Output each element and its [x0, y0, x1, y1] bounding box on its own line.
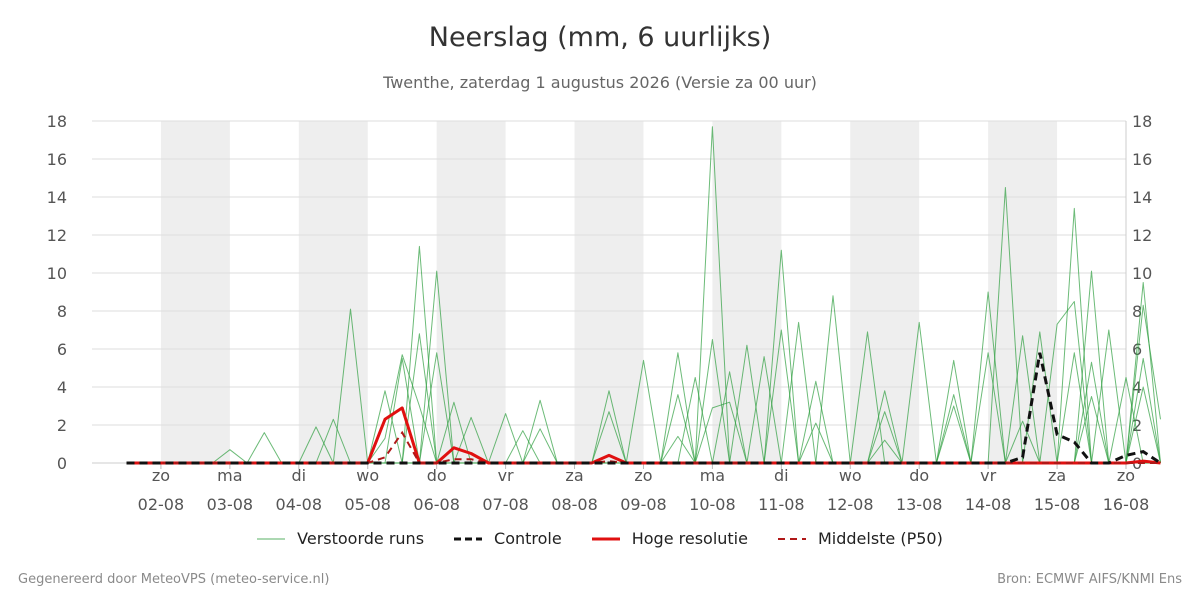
x-tick-weekday: di	[291, 466, 306, 485]
x-tick-date: 02-08	[138, 495, 185, 514]
x-tick-date: 16-08	[1103, 495, 1150, 514]
legend-swatch-high-res	[591, 537, 620, 540]
x-tick-date: 05-08	[344, 495, 391, 514]
x-tick-date: 12-08	[827, 495, 874, 514]
shaded-band	[298, 121, 368, 463]
legend-label-high-res: Hoge resolutie	[631, 529, 748, 548]
shaded-band	[712, 121, 782, 463]
y-tick-label-left: 6	[57, 340, 67, 359]
y-tick-label-right: 16	[1132, 150, 1152, 169]
legend: Verstoorde runs Controle Hoge resolutie …	[0, 529, 1200, 548]
x-tick-date: 10-08	[689, 495, 736, 514]
legend-item-ensemble[interactable]: Verstoorde runs	[257, 529, 424, 548]
legend-item-control[interactable]: Controle	[454, 529, 562, 548]
y-tick-label-right: 8	[1132, 302, 1142, 321]
footer-generator: Gegenereerd door MeteoVPS (meteo-service…	[18, 572, 330, 587]
shaded-band	[850, 121, 920, 463]
x-tick-weekday: zo	[1117, 466, 1135, 485]
shaded-band	[160, 121, 230, 463]
footer-source[interactable]: Bron: ECMWF AIFS/KNMI Ens	[997, 572, 1182, 587]
x-axis: zo 02-08 ma 03-08 di 04-08 wo 05-08 do 06-08 vr 07-…	[138, 463, 1150, 514]
x-tick-date: 07-08	[482, 495, 529, 514]
legend-swatch-median	[777, 537, 806, 540]
chart-subtitle: Twenthe, zaterdag 1 augustus 2026 (Versi…	[383, 73, 817, 92]
x-tick-date: 14-08	[965, 495, 1012, 514]
x-tick-weekday: vr	[980, 466, 996, 485]
x-tick-weekday: di	[774, 466, 789, 485]
x-tick-weekday: ma	[700, 466, 725, 485]
y-tick-label-right: 14	[1132, 188, 1152, 207]
legend-item-high-res[interactable]: Hoge resolutie	[591, 529, 748, 548]
y-tick-label-left: 10	[47, 264, 67, 283]
x-tick-date: 08-08	[551, 495, 598, 514]
y-tick-label-right: 10	[1132, 264, 1152, 283]
x-tick-weekday: wo	[839, 466, 862, 485]
legend-label-median: Middelste (P50)	[817, 529, 943, 548]
y-tick-label-left: 16	[47, 150, 67, 169]
chart-title: Neerslag (mm, 6 uurlijks)	[428, 22, 772, 53]
legend-swatch-control	[454, 537, 483, 540]
x-tick-date: 06-08	[413, 495, 460, 514]
y-tick-label-left: 12	[47, 226, 67, 245]
x-tick-weekday: do	[427, 466, 447, 485]
y-tick-label-left: 14	[47, 188, 67, 207]
x-tick-weekday: zo	[152, 466, 170, 485]
x-tick-weekday: zo	[634, 466, 652, 485]
weekend-bands	[160, 121, 1058, 463]
y-tick-label-right: 12	[1132, 226, 1152, 245]
y-tick-label-right: 4	[1132, 378, 1142, 397]
x-tick-date: 09-08	[620, 495, 667, 514]
x-tick-date: 04-08	[276, 495, 323, 514]
y-tick-label-right: 18	[1132, 112, 1152, 131]
x-tick-weekday: za	[1048, 466, 1066, 485]
main-lines	[126, 352, 1162, 465]
legend-label-control: Controle	[494, 529, 562, 548]
y-tick-label-left: 18	[47, 112, 67, 131]
x-tick-weekday: do	[909, 466, 929, 485]
y-tick-label-left: 2	[57, 416, 67, 435]
control-line	[126, 352, 1162, 465]
legend-label-ensemble: Verstoorde runs	[297, 529, 425, 548]
y-tick-label-left: 8	[57, 302, 67, 321]
shaded-band	[574, 121, 644, 463]
shaded-band	[436, 121, 506, 463]
y-tick-label-left: 4	[57, 378, 67, 397]
x-tick-date: 15-08	[1034, 495, 1081, 514]
y-axis-left: 0 2 4 6 8 10 12 14 16 18	[47, 112, 67, 473]
x-tick-weekday: ma	[217, 466, 242, 485]
x-tick-date: 13-08	[896, 495, 943, 514]
x-tick-weekday: za	[565, 466, 583, 485]
x-tick-date: 11-08	[758, 495, 805, 514]
legend-item-median[interactable]: Middelste (P50)	[777, 529, 943, 548]
y-tick-label-right: 2	[1132, 416, 1142, 435]
y-tick-label-left: 0	[57, 454, 67, 473]
x-tick-weekday: vr	[498, 466, 514, 485]
x-tick-weekday: wo	[356, 466, 379, 485]
x-tick-date: 03-08	[207, 495, 254, 514]
legend-swatch-ensemble	[257, 538, 286, 539]
